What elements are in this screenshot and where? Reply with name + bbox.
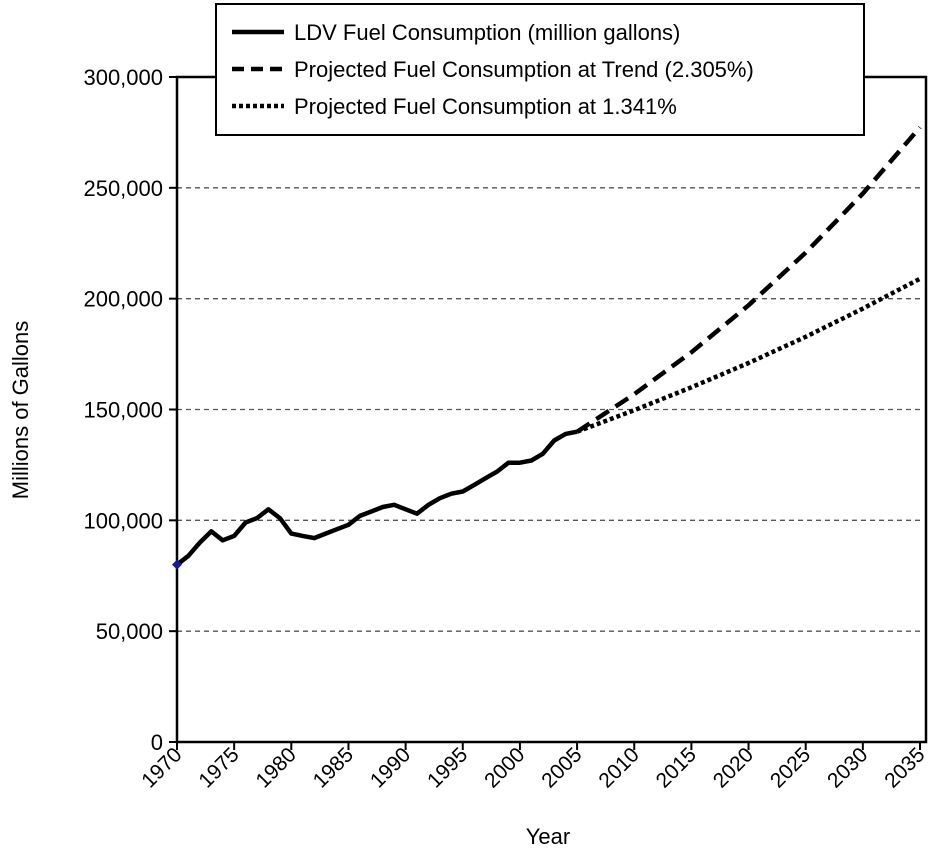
x-tick-label: 2015: [652, 743, 701, 792]
y-axis-title: Millions of Gallons: [8, 321, 33, 500]
x-tick-label: 2025: [766, 743, 815, 792]
y-tick-label: 100,000: [83, 508, 163, 533]
legend-box: [215, 3, 865, 136]
legend-label: Projected Fuel Consumption at Trend (2.3…: [294, 57, 754, 82]
x-axis-title: Year: [526, 824, 570, 849]
x-tick-label: 1970: [137, 743, 186, 792]
x-tick-label: 2035: [880, 743, 928, 792]
x-tick-label: 1995: [423, 743, 472, 792]
y-tick-label: 250,000: [83, 176, 163, 201]
x-tick-label: 2000: [480, 743, 529, 792]
point-marker: [172, 559, 182, 570]
series-line: [575, 125, 922, 434]
x-tick-label: 2020: [709, 743, 758, 792]
x-tick-label: 2030: [823, 743, 872, 792]
x-tick-label: 1980: [252, 743, 301, 792]
x-tick-label: 2010: [594, 743, 643, 792]
y-tick-label: 50,000: [96, 619, 163, 644]
series-line: [576, 276, 922, 434]
legend-label: Projected Fuel Consumption at 1.341%: [294, 94, 677, 119]
x-tick-label: 1990: [366, 743, 415, 792]
x-tick-label: 2005: [537, 743, 586, 792]
y-tick-label: 300,000: [83, 65, 163, 90]
series-line: [175, 429, 578, 567]
y-tick-label: 150,000: [83, 398, 163, 423]
x-tick-label: 1985: [309, 743, 358, 792]
legend-label: LDV Fuel Consumption (million gallons): [294, 20, 680, 45]
y-tick-label: 0: [151, 730, 163, 755]
x-tick-label: 1975: [194, 743, 243, 792]
legend: LDV Fuel Consumption (million gallons) Pr…: [215, 3, 865, 136]
y-tick-label: 200,000: [83, 287, 163, 312]
